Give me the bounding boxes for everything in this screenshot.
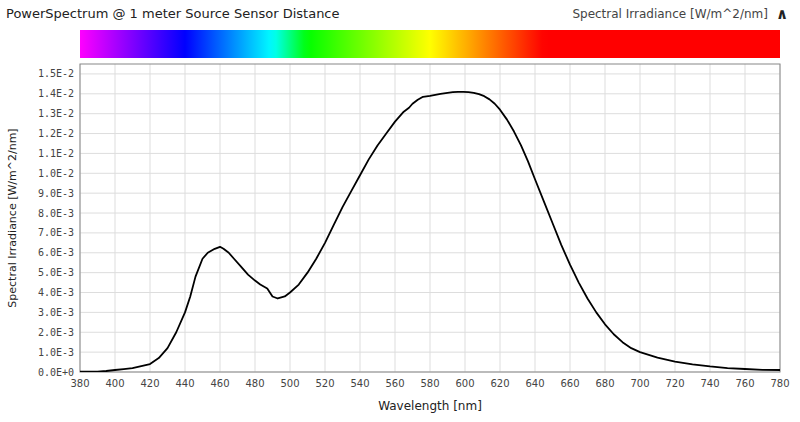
tick-label: 520 xyxy=(315,378,334,389)
grid-line xyxy=(220,64,221,372)
tick-label: 500 xyxy=(280,378,299,389)
tick-label: 600 xyxy=(455,378,474,389)
tick-label: 540 xyxy=(350,378,369,389)
tick-label: 2.0E-3 xyxy=(38,327,74,338)
grid xyxy=(80,64,780,372)
grid-line xyxy=(430,64,431,372)
grid-line xyxy=(535,64,536,372)
spectrum-bar xyxy=(80,30,780,58)
tick-label: 440 xyxy=(175,378,194,389)
tick-label: 700 xyxy=(630,378,649,389)
tick-label: 400 xyxy=(105,378,124,389)
grid-line xyxy=(325,64,326,372)
tick-label: 1.0E-2 xyxy=(38,168,74,179)
tick-label: 380 xyxy=(70,378,89,389)
tick-label: 620 xyxy=(490,378,509,389)
grid-line xyxy=(745,64,746,372)
tick-label: 420 xyxy=(140,378,159,389)
tick-label: 0.0E+0 xyxy=(38,367,74,378)
tick-label: 1.4E-2 xyxy=(38,88,74,99)
tick-label: 680 xyxy=(595,378,614,389)
tick-label: 5.0E-3 xyxy=(38,267,74,278)
grid-line xyxy=(185,64,186,372)
grid-line xyxy=(640,64,641,372)
tick-label: 460 xyxy=(210,378,229,389)
tick-label: 9.0E-3 xyxy=(38,188,74,199)
subtitle: Spectral Irradiance [W/m^2/nm] xyxy=(572,7,768,21)
grid-line xyxy=(290,64,291,372)
tick-label: 720 xyxy=(665,378,684,389)
tick-label: 8.0E-3 xyxy=(38,208,74,219)
grid-line xyxy=(360,64,361,372)
tick-label: 3.0E-3 xyxy=(38,307,74,318)
tick-label: 7.0E-3 xyxy=(38,227,74,238)
title: PowerSpectrum @ 1 meter Source Sensor Di… xyxy=(6,6,340,21)
grid-line xyxy=(675,64,676,372)
grid-line xyxy=(710,64,711,372)
tick-label: 6.0E-3 xyxy=(38,247,74,258)
tick-label: 480 xyxy=(245,378,264,389)
grid-line xyxy=(465,64,466,372)
tick-label: 660 xyxy=(560,378,579,389)
tick-label: 760 xyxy=(735,378,754,389)
spectrum-line xyxy=(80,92,780,372)
tick-label: 1.2E-2 xyxy=(38,128,74,139)
annotation: ∧ xyxy=(776,5,788,23)
tick-label: 1.1E-2 xyxy=(38,148,74,159)
chart: PowerSpectrum @ 1 meter Source Sensor Di… xyxy=(0,0,800,422)
tick-label: 560 xyxy=(385,378,404,389)
grid-line xyxy=(115,64,116,372)
grid-line xyxy=(395,64,396,372)
tick-label: 1.3E-2 xyxy=(38,108,74,119)
series xyxy=(80,92,780,372)
tick-label: 640 xyxy=(525,378,544,389)
plot-area xyxy=(80,64,780,372)
grid-line xyxy=(570,64,571,372)
grid-line xyxy=(150,64,151,372)
plot-frame xyxy=(80,64,780,372)
tick-label: 1.0E-3 xyxy=(38,347,74,358)
axis-label: Wavelength [nm] xyxy=(378,399,482,413)
tick-label: 580 xyxy=(420,378,439,389)
tick-label: 780 xyxy=(770,378,789,389)
tick-label: 1.5E-2 xyxy=(38,68,74,79)
axis-label: Spectral Irradiance [W/m^2/nm] xyxy=(6,128,19,307)
tick-label: 740 xyxy=(700,378,719,389)
grid-line xyxy=(255,64,256,372)
tick-label: 4.0E-3 xyxy=(38,287,74,298)
